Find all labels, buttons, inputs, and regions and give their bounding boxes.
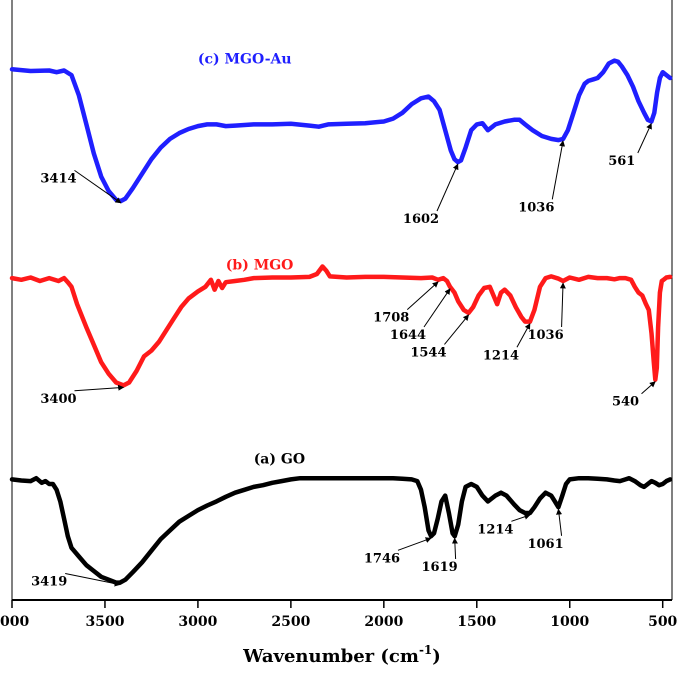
peak-arrow [551, 140, 566, 200]
series-group [9, 58, 673, 585]
peak-label: 1619 [422, 560, 458, 575]
peak-label: 1746 [364, 551, 400, 566]
x-tick-label: 000 [0, 614, 29, 630]
peak-label: 1214 [483, 348, 519, 363]
peak-label: 561 [608, 154, 635, 169]
peak-arrow [423, 288, 451, 328]
peak-label: 1036 [518, 200, 554, 215]
series-label: (c) MGO-Au [198, 52, 292, 68]
peak-label: 1602 [403, 212, 439, 227]
peak-arrow [444, 314, 469, 345]
x-tick-label: 1500 [457, 614, 496, 630]
peak-label: 1644 [390, 328, 426, 343]
peak-arrow [637, 122, 652, 154]
series-line [9, 264, 673, 388]
peak-arrow [516, 323, 531, 348]
peak-annotations: 3414 1602 1036 561 1708 1644 1544 1214 1036 3400 5… [31, 122, 656, 590]
peak-arrow [451, 537, 458, 560]
peak-arrow [559, 282, 566, 328]
series-label: (b) MGO [226, 257, 294, 273]
peak-arrow [74, 169, 122, 204]
peak-label: 1061 [527, 537, 563, 552]
series-line [9, 58, 673, 204]
series-labels: (c) MGO-Au (b) MGO (a) GO [198, 52, 305, 468]
peak-arrow [556, 508, 563, 536]
peak-label: 1708 [373, 311, 409, 326]
peak-arrow [436, 163, 459, 212]
peak-label: 1214 [477, 522, 513, 537]
peak-label: 3400 [40, 392, 76, 407]
peak-arrow [65, 573, 121, 587]
series-line [9, 475, 673, 585]
x-tick-label: 500 [648, 614, 677, 630]
peak-arrow [406, 281, 439, 310]
peak-arrow [511, 513, 531, 522]
x-axis-label: Wavenumber (cm-1) [242, 643, 441, 667]
series-label: (a) GO [254, 452, 305, 468]
peak-arrow [397, 537, 432, 551]
peak-arrow [74, 384, 125, 392]
peak-label: 540 [612, 395, 639, 410]
peak-label: 1544 [410, 345, 446, 360]
peak-label: 3414 [40, 171, 76, 186]
x-tick-label: 3500 [85, 614, 124, 630]
x-ticks: 000 3500 3000 2500 2000 1500 1000 500 [0, 600, 678, 630]
x-tick-label: 2500 [271, 614, 310, 630]
peak-label: 3419 [31, 575, 67, 590]
x-tick-label: 1000 [550, 614, 589, 630]
peak-label: 1036 [527, 328, 563, 343]
x-tick-label: 3000 [178, 614, 217, 630]
x-tick-label: 2000 [364, 614, 403, 630]
axes [11, 0, 673, 601]
peak-arrow [641, 381, 656, 395]
